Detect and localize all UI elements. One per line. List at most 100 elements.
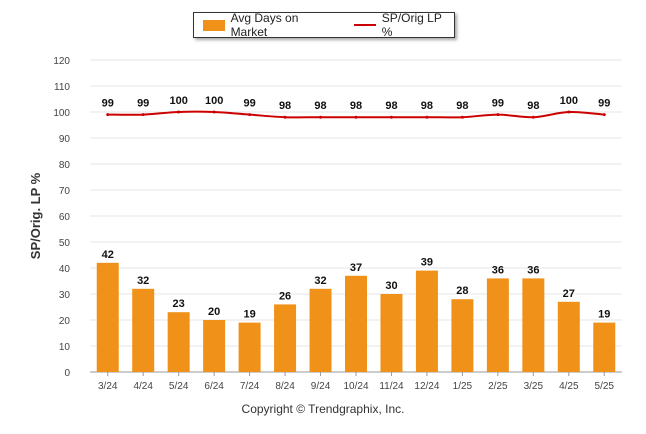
bar [238,322,261,372]
bar-value-label: 37 [350,262,362,274]
x-axis-ticks: 3/24 4/24 5/24 6/24 7/24 8/24 9/24 10/24 11/24 12… [98,372,614,392]
line-value-label: 99 [243,98,255,110]
bar [167,312,190,372]
line-value-label: 98 [421,100,433,112]
x-tick-label: 5/25 [595,381,615,392]
line-value-label: 100 [169,95,187,107]
line-value-label: 98 [279,100,291,112]
y-tick-label: 70 [59,186,71,197]
line-point [567,110,571,114]
line-point [319,115,323,119]
line-point [531,115,535,119]
line-point [389,115,393,119]
y-tick-label: 10 [59,342,71,353]
line-value-label: 99 [102,98,114,110]
y-tick-label: 80 [59,160,71,171]
bar-value-label: 23 [173,298,185,310]
y-tick-label: 40 [59,264,71,275]
bar [132,288,155,372]
y-tick-label: 50 [59,238,71,249]
line-value-label: 98 [385,100,397,112]
x-tick-label: 1/25 [453,381,473,392]
y-tick-label: 30 [59,290,71,301]
bar [593,322,616,372]
line-point [460,115,464,119]
bar [96,262,119,372]
line-point [141,113,145,117]
bar-data-labels: 42 32 23 20 19 26 32 37 30 39 28 36 36 27 19 [102,249,611,321]
bar [345,275,367,372]
x-tick-label: 4/24 [133,381,153,392]
bar-value-label: 26 [279,290,291,302]
bar-value-label: 36 [492,264,504,276]
line-value-label: 98 [314,100,326,112]
x-tick-label: 12/24 [414,381,439,392]
line-point [248,113,252,117]
line-data-labels: 99 99 100 100 99 98 98 98 98 98 98 99 98 100 99 [102,95,611,112]
legend-label-avg-days: Avg Days on Market [230,11,299,39]
y-tick-label: 100 [53,108,70,119]
bar-value-label: 19 [598,309,610,321]
x-tick-label: 9/24 [311,381,331,392]
line-point [602,113,606,117]
line-point [212,110,216,114]
x-tick-label: 4/25 [559,381,579,392]
legend-swatch-bar [203,19,225,31]
x-tick-label: 6/24 [204,381,224,392]
x-tick-label: 11/24 [379,381,404,392]
bar [486,278,509,372]
copyright-text: Copyright © Trendgraphix, Inc. [241,402,405,416]
line-value-label: 100 [205,95,223,107]
line-point [106,113,110,117]
line-point [425,115,429,119]
line-value-label: 99 [137,98,149,110]
bar [309,288,332,372]
y-tick-label: 120 [53,56,70,67]
bar-value-label: 36 [527,264,539,276]
line-point [354,115,358,119]
x-tick-label: 10/24 [343,381,368,392]
line-series [106,110,606,119]
y-axis-label: SP/Orig. LP % [28,172,43,259]
y-tick-label: 90 [59,134,71,145]
legend: Avg Days on Market SP/Orig LP % [193,11,455,39]
legend-item-sp-orig: SP/Orig LP % [336,11,454,39]
line-value-label: 99 [492,98,504,110]
x-tick-label: 5/24 [169,381,189,392]
y-tick-label: 20 [59,316,71,327]
bar [203,320,226,372]
bar-series [96,262,616,372]
line-value-label: 98 [350,100,362,112]
line-value-label: 99 [598,98,610,110]
bar-value-label: 20 [208,306,220,318]
x-tick-label: 2/25 [488,381,508,392]
line-value-label: 98 [527,100,539,112]
x-tick-label: 3/25 [524,381,544,392]
legend-swatch-line [354,24,376,26]
line-point [283,115,287,119]
bar [522,278,545,372]
bar-value-label: 30 [385,280,397,292]
bar-value-label: 32 [314,275,326,287]
bar-value-label: 39 [421,257,433,269]
y-axis-ticks: 0 10 20 30 40 50 60 70 80 90 100 110 120 [53,56,70,379]
bar [274,304,297,372]
bar [415,270,438,372]
bar-value-label: 42 [102,249,114,261]
bar [557,301,580,372]
bar-value-label: 27 [563,288,575,300]
line-value-label: 100 [560,95,578,107]
bar-value-label: 19 [243,309,255,321]
legend-item-avg-days: Avg Days on Market [194,11,336,39]
legend-label-sp-orig: SP/Orig LP % [381,11,442,39]
bar [380,294,403,372]
y-tick-label: 110 [54,82,70,93]
bar-value-label: 32 [137,275,149,287]
line-value-label: 98 [456,100,468,112]
bar [451,299,474,372]
bar-value-label: 28 [456,285,468,297]
y-tick-label: 0 [64,368,70,379]
x-tick-label: 7/24 [240,381,260,392]
x-tick-label: 3/24 [98,381,118,392]
